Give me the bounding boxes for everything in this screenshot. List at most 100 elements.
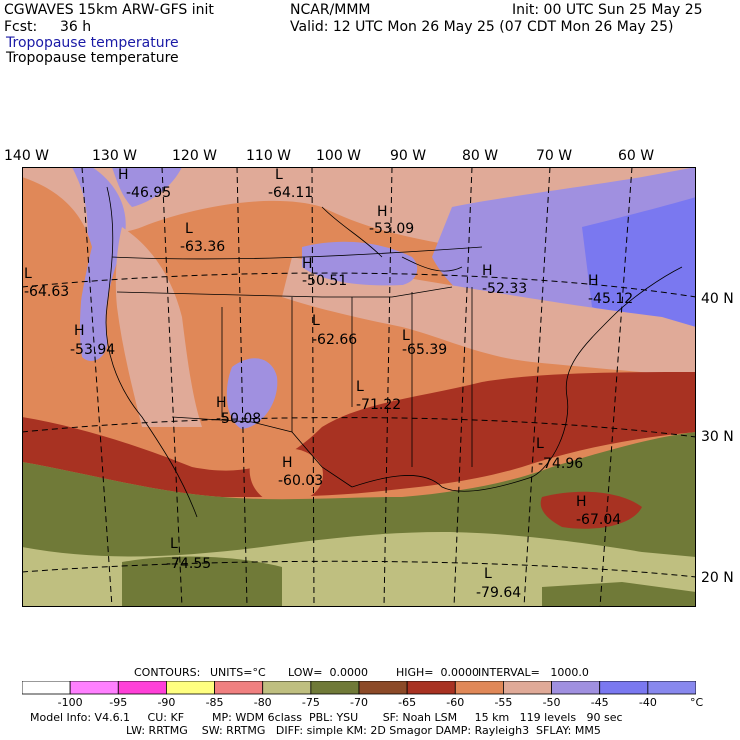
- colorbar-swatch: [166, 681, 215, 695]
- colorbar-swatch: [262, 681, 312, 695]
- colorbar-tick-label: -40: [638, 696, 657, 709]
- extremum-type: L: [275, 167, 283, 183]
- colorbar-swatch: [551, 681, 601, 695]
- org-label: NCAR/MMM: [290, 2, 371, 18]
- colorbar-tick-label: -45: [590, 696, 609, 709]
- field-region: [282, 257, 696, 377]
- lat-label: 30 N: [701, 429, 734, 445]
- lon-label: 120 W: [172, 148, 218, 164]
- colorbar-tick-label: -70: [350, 696, 368, 709]
- colorbar-tick-label: -90: [157, 696, 176, 709]
- extremum-value: -79.64: [476, 585, 521, 601]
- colorbar-unit: °C: [690, 696, 704, 709]
- field-region: [22, 177, 92, 372]
- contours-label: CONTOURS:: [134, 666, 201, 679]
- map-frame: [22, 167, 696, 607]
- extremum-value: -50.51: [302, 273, 347, 289]
- lon-label: 60 W: [618, 148, 655, 164]
- contours-high: HIGH= 0.0000: [396, 666, 480, 679]
- lat-label: 40 N: [701, 291, 734, 307]
- extremum-type: H: [588, 273, 599, 289]
- colorbar-tick-label: -60: [446, 696, 465, 709]
- field-region: [249, 448, 323, 505]
- model-title: CGWAVES 15km ARW-GFS init: [4, 2, 214, 18]
- extremum-type: H: [482, 263, 493, 279]
- contours-low: LOW= 0.0000: [288, 666, 368, 679]
- extremum-type: H: [302, 256, 313, 272]
- colorbar-swatch: [69, 681, 119, 695]
- field-region: [112, 167, 182, 207]
- colorbar-tick-label: -95: [109, 696, 128, 709]
- fcst-value: 36 h: [60, 19, 92, 35]
- colorbar-tick-label: -100: [57, 696, 83, 709]
- extremum-type: L: [24, 266, 32, 282]
- lon-label: 70 W: [536, 148, 573, 164]
- colorbar-swatch: [214, 681, 264, 695]
- colorbar-swatch: [406, 681, 456, 695]
- extremum-type: L: [356, 379, 364, 395]
- extremum-value: -53.09: [369, 221, 414, 237]
- field-title-primary: Tropopause temperature: [6, 35, 179, 51]
- extremum-value: -53.94: [70, 342, 115, 358]
- lon-label: 130 W: [92, 148, 138, 164]
- lon-label: 140 W: [4, 148, 50, 164]
- colorbar-tick-label: -50: [542, 696, 561, 709]
- extremum-value: -60.03: [278, 473, 323, 489]
- lat-label: 20 N: [701, 570, 734, 586]
- extremum-value: -50.08: [216, 411, 261, 427]
- extremum-value: -74.55: [166, 556, 211, 572]
- valid-time: Valid: 12 UTC Mon 26 May 25 (07 CDT Mon …: [290, 19, 674, 35]
- extremum-type: L: [185, 221, 193, 237]
- colorbar-swatch: [358, 681, 408, 695]
- colorbar-swatch: [503, 681, 552, 695]
- colorbar: [22, 681, 696, 695]
- extremum-value: -46.95: [126, 185, 171, 201]
- graticule: [22, 167, 696, 607]
- field-region: [542, 582, 696, 607]
- lon-label: 100 W: [316, 148, 362, 164]
- colorbar-swatch: [599, 681, 649, 695]
- lon-label: 90 W: [390, 148, 427, 164]
- extremum-type: L: [312, 313, 320, 329]
- extrema-labels: H -46.95 L -64.11 H -53.09 L -63.36 L -6…: [24, 167, 633, 601]
- colorbar-tick-label: -85: [205, 696, 224, 709]
- field-region: [72, 167, 126, 361]
- extremum-value: -52.33: [482, 281, 527, 297]
- extremum-value: -67.04: [576, 512, 621, 528]
- colorbar-swatch: [117, 681, 167, 695]
- model-info: Model Info: V4.6.1 CU: KF MP: WDM 6class…: [30, 711, 623, 724]
- fcst-label: Fcst:: [4, 19, 38, 35]
- extremum-value: -74.96: [538, 456, 583, 472]
- contours-interval: INTERVAL= 1000.0: [478, 666, 589, 679]
- extremum-value: -65.39: [402, 342, 447, 358]
- extremum-value: -64.11: [268, 185, 313, 201]
- extremum-type: L: [170, 536, 178, 552]
- extremum-value: -64.63: [24, 284, 69, 300]
- lon-label: 80 W: [462, 148, 499, 164]
- tropopause-temperature-map: H -46.95 L -64.11 H -53.09 L -63.36 L -6…: [22, 167, 696, 607]
- extremum-type: H: [282, 455, 293, 471]
- extremum-type: H: [377, 204, 388, 220]
- colorbar-swatch: [647, 681, 696, 695]
- extremum-type: L: [536, 436, 544, 452]
- extremum-value: -63.36: [180, 239, 225, 255]
- colorbar-tick-label: -75: [301, 696, 320, 709]
- extremum-type: L: [484, 566, 492, 582]
- colorbar-swatch: [22, 681, 71, 695]
- colorbar-tick-label: -55: [494, 696, 513, 709]
- model-physics: LW: RRTMG SW: RRTMG DIFF: simple KM: 2D …: [126, 724, 601, 737]
- extremum-type: H: [216, 395, 227, 411]
- extremum-value: -71.22: [356, 397, 401, 413]
- colorbar-tick-label: -65: [398, 696, 417, 709]
- init-time: Init: 00 UTC Sun 25 May 25: [512, 2, 703, 18]
- extremum-value: -45.12: [588, 291, 633, 307]
- extremum-type: H: [118, 167, 129, 183]
- colorbar-swatch: [310, 681, 360, 695]
- field-region: [226, 358, 278, 429]
- field-region: [115, 227, 202, 427]
- field-region: [540, 491, 642, 529]
- field-region: [582, 197, 696, 337]
- colorbar-tick-label: -80: [253, 696, 272, 709]
- colorbar-swatch: [454, 681, 504, 695]
- contours-units: UNITS=°C: [210, 666, 266, 679]
